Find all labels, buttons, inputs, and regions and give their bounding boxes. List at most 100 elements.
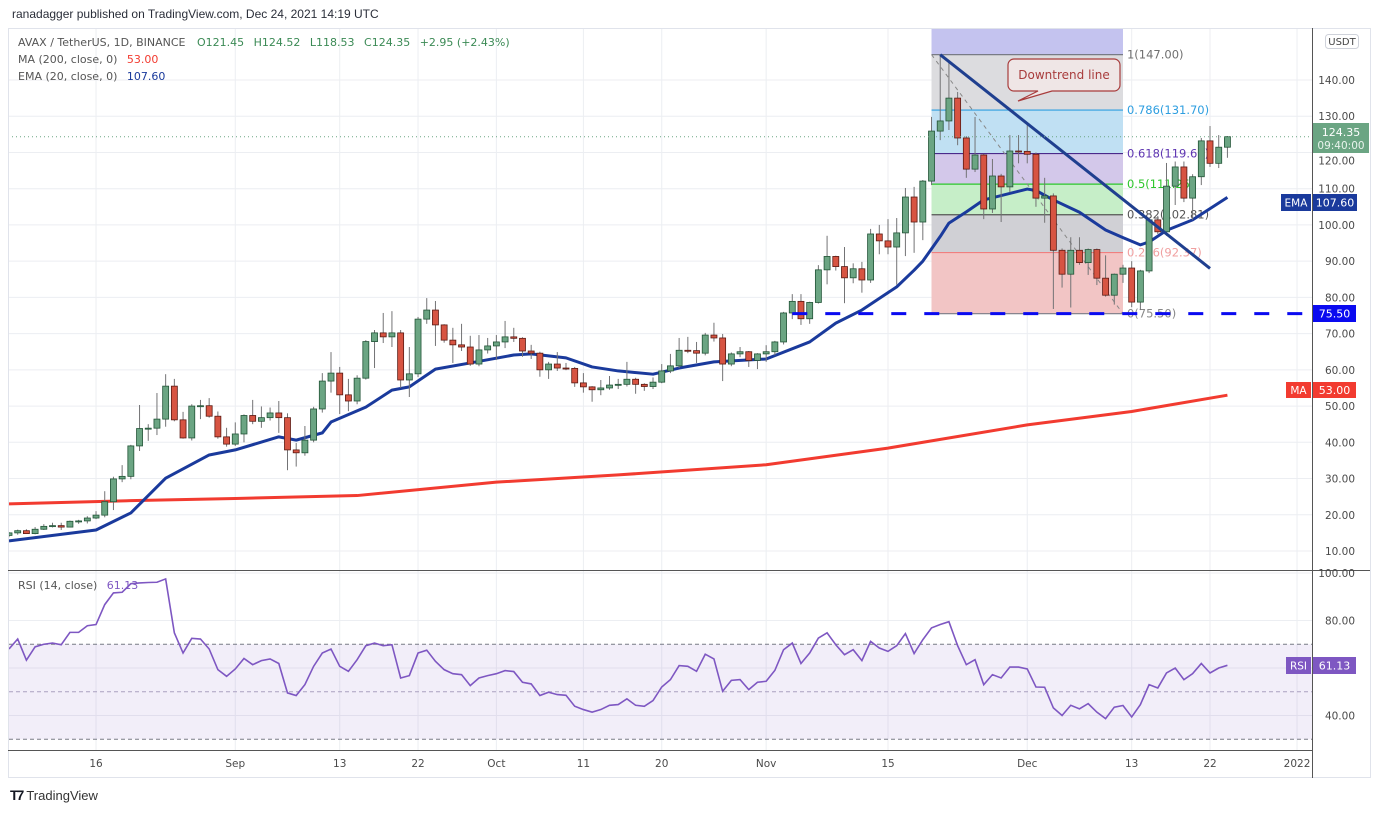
candle-body (223, 436, 230, 445)
candle-body (432, 309, 439, 326)
candle (701, 332, 709, 356)
candle (928, 116, 935, 186)
time-tick-label: 2022 (1284, 758, 1311, 770)
support-tag: 75.50 (1313, 305, 1356, 322)
downtrend-callout[interactable]: Downtrend line (1007, 58, 1121, 102)
candle (1058, 248, 1066, 288)
fib-level-label: 0.618(119.69) (1127, 147, 1209, 161)
candle (1136, 269, 1144, 311)
candle (754, 353, 761, 370)
candle-body (66, 520, 74, 528)
candle-body (771, 341, 779, 353)
candle (1180, 161, 1188, 203)
candle-body (257, 417, 265, 422)
candle-body (57, 525, 65, 528)
callout-text: Downtrend line (1018, 68, 1109, 82)
candle-body (388, 332, 396, 338)
legend-ma[interactable]: MA (200, close, 0) 53.00 (18, 53, 158, 66)
time-tick-label: 11 (577, 758, 590, 770)
candle (875, 224, 883, 255)
candle-body (136, 428, 143, 447)
candle-body (31, 528, 39, 534)
candle-body (1145, 219, 1153, 272)
candle-body (1206, 140, 1214, 164)
candle (667, 353, 674, 374)
candle (49, 522, 56, 528)
candle-body (101, 501, 109, 516)
ma200-line (9, 393, 1228, 506)
candle (458, 323, 465, 352)
footer[interactable]: T7 TradingView (10, 787, 98, 803)
candle (902, 187, 909, 257)
candle-body (423, 309, 431, 320)
candle-body (336, 372, 344, 396)
candle (484, 337, 492, 354)
candle-body (118, 475, 126, 480)
candle-body (449, 339, 457, 346)
candle-body (484, 345, 492, 351)
fib-level-label: 1(147.00) (1127, 48, 1184, 62)
candle-body (1197, 140, 1205, 178)
rsi-tag-label: RSI (1290, 661, 1307, 673)
candle-body (928, 130, 935, 182)
time-tick-label: 16 (89, 758, 103, 770)
candle (545, 361, 552, 379)
fib-level-label: 0.786(131.70) (1127, 103, 1209, 117)
candle (962, 136, 970, 178)
candle (249, 399, 257, 425)
candle-body (919, 180, 927, 223)
candle-body (292, 449, 300, 454)
candle (136, 404, 143, 451)
candle (814, 265, 822, 304)
candle (214, 411, 222, 439)
candle (14, 529, 22, 535)
rsi-value: 61.13 (107, 579, 139, 592)
candle (153, 393, 161, 436)
rsi-tick-label: 40.00 (1325, 711, 1355, 723)
time-tick-label: 13 (333, 758, 346, 770)
price-axis[interactable]: 140.00 130.00 120.00 110.00 100.00 90.00 80.00… (1318, 75, 1355, 723)
candle-body (571, 367, 579, 384)
candle-body (597, 387, 605, 391)
candle (466, 335, 474, 366)
candle-body (371, 332, 378, 342)
candle (945, 62, 953, 130)
ma-tag-label: MA (1290, 385, 1307, 397)
candle-body (684, 349, 692, 352)
candle-body (1058, 249, 1066, 275)
candle-body (867, 233, 874, 281)
candle-body (179, 419, 187, 439)
candle-body (240, 415, 248, 435)
candle (162, 374, 170, 427)
candle (23, 529, 30, 534)
candle (1224, 136, 1231, 158)
time-tick-label: Sep (225, 758, 245, 770)
candle-body (1189, 176, 1197, 199)
candle-body (1224, 136, 1231, 148)
legend-ema[interactable]: EMA (20, close, 0) 107.60 (18, 70, 165, 83)
candle-body (849, 268, 857, 279)
currency-button[interactable]: USDT (1325, 34, 1359, 49)
last-price-tag: 124.35 09:40:00 (1313, 123, 1369, 153)
candle-body (736, 351, 744, 355)
candle (432, 301, 439, 346)
time-axis[interactable]: 16 Sep 13 22 Oct 11 20 Nov 15 Dec 13 22 2022 (89, 758, 1310, 770)
rsi-tick-label: 100.00 (1318, 568, 1355, 580)
candle-body (754, 353, 761, 361)
candle (649, 377, 657, 390)
drawings[interactable] (9, 53, 1312, 316)
candle-body (40, 525, 48, 530)
time-tick-label: Oct (487, 758, 505, 770)
candle-body (110, 478, 117, 503)
legend-rsi[interactable]: RSI (14, close) 61.13 (18, 579, 138, 592)
candle (197, 399, 204, 420)
candle (571, 366, 579, 387)
candle-body (318, 380, 326, 410)
candle (275, 400, 283, 433)
candle-body (1084, 249, 1092, 263)
candle-body (841, 266, 848, 279)
candle-body (466, 346, 474, 365)
ma-value: 53.00 (127, 53, 159, 66)
candle (240, 414, 248, 443)
